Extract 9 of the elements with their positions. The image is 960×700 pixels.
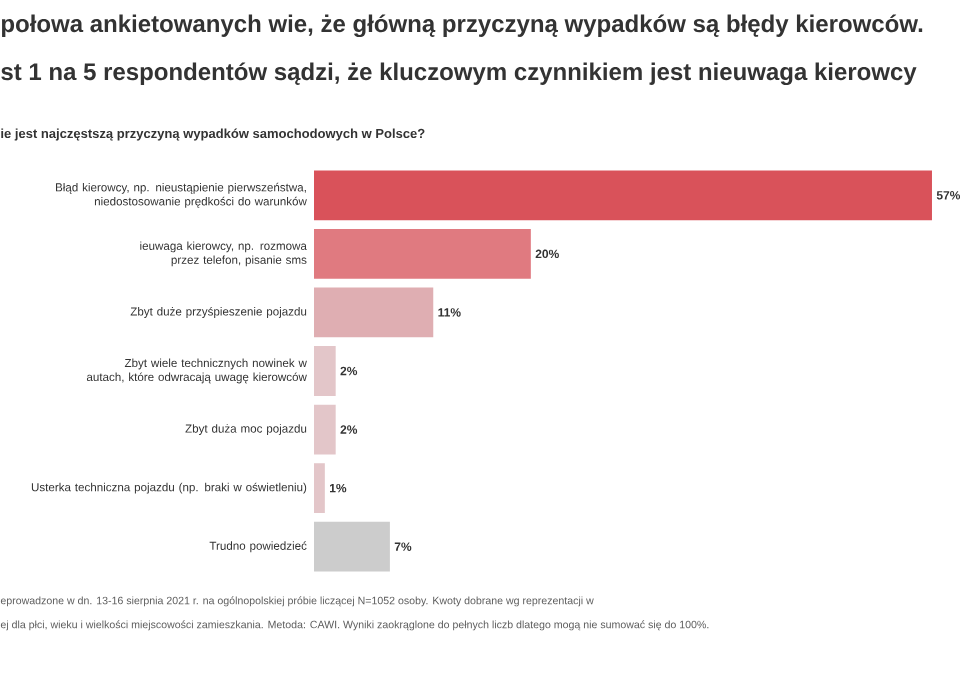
bar <box>314 287 434 338</box>
bar <box>314 404 336 455</box>
bar <box>314 521 390 572</box>
chart-subtitle: st 1 na 5 respondentów sądzi, że kluczowym czynnikiem jest nieuwaga kierowcy <box>1 62 917 86</box>
bar <box>314 346 336 396</box>
bar <box>314 228 531 279</box>
chart-title: połowa ankietowanych wie, że główną przyczyną wypadków są błędy kierowców. <box>1 14 923 38</box>
bar <box>314 170 932 221</box>
bar <box>314 463 325 514</box>
